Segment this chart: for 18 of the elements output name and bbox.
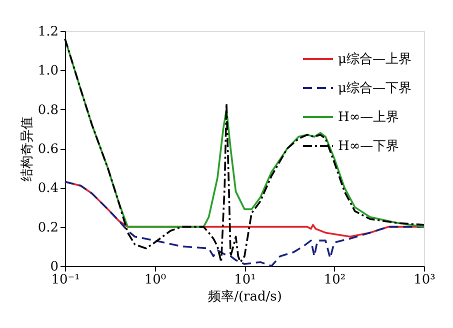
x-tick-label: 10⁰ (144, 272, 166, 288)
x-tick-label: 10¹ (234, 272, 256, 288)
legend-label: H∞—下界 (338, 139, 400, 154)
legend-label: μ综合—下界 (338, 81, 412, 96)
x-axis-title: 频率/(rad/s) (208, 288, 282, 304)
y-tick-label: 0 (50, 260, 58, 274)
y-tick-label: 0.8 (38, 102, 58, 118)
y-tick-label: 1.2 (38, 24, 58, 40)
y-tick-label: 0.6 (38, 142, 58, 157)
y-tick-label: 0.2 (38, 220, 58, 236)
y-tick-label: 0.4 (38, 181, 58, 196)
legend-label: H∞—上界 (338, 110, 400, 125)
y-axis-title: 结构奇异值 (20, 116, 35, 182)
y-tick-label: 1.0 (38, 64, 58, 79)
x-tick-label: 10⁻¹ (51, 272, 80, 288)
x-tick-label: 10³ (414, 272, 436, 288)
x-tick-label: 10² (324, 272, 346, 288)
legend-label: μ综合—上界 (338, 52, 412, 67)
